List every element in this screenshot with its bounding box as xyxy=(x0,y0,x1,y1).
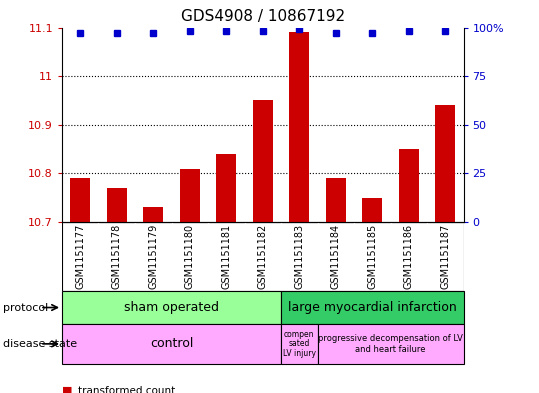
Bar xyxy=(253,101,273,222)
Text: disease state: disease state xyxy=(3,339,77,349)
Bar xyxy=(399,149,419,222)
Text: GSM1151179: GSM1151179 xyxy=(148,224,158,289)
Bar xyxy=(289,32,309,222)
Bar xyxy=(281,324,317,364)
Bar xyxy=(281,291,464,324)
Text: large myocardial infarction: large myocardial infarction xyxy=(288,301,457,314)
Bar xyxy=(436,105,455,222)
Text: GSM1151183: GSM1151183 xyxy=(294,224,305,289)
Text: ■: ■ xyxy=(62,386,72,393)
Text: GSM1151180: GSM1151180 xyxy=(185,224,195,289)
Text: compen
sated
LV injury: compen sated LV injury xyxy=(283,330,316,358)
Bar xyxy=(326,178,346,222)
Text: GSM1151182: GSM1151182 xyxy=(258,224,268,289)
Title: GDS4908 / 10867192: GDS4908 / 10867192 xyxy=(181,9,345,24)
Bar xyxy=(62,324,281,364)
Text: GSM1151184: GSM1151184 xyxy=(331,224,341,289)
Bar xyxy=(317,324,464,364)
Text: GSM1151187: GSM1151187 xyxy=(440,224,450,289)
Bar xyxy=(107,188,127,222)
Text: GSM1151178: GSM1151178 xyxy=(112,224,122,289)
Text: protocol: protocol xyxy=(3,303,48,312)
Text: progressive decompensation of LV
and heart failure: progressive decompensation of LV and hea… xyxy=(318,334,463,354)
Bar xyxy=(179,169,200,222)
Text: GSM1151177: GSM1151177 xyxy=(75,224,85,290)
Text: GSM1151185: GSM1151185 xyxy=(367,224,377,289)
Bar xyxy=(362,198,382,222)
Text: GSM1151186: GSM1151186 xyxy=(404,224,414,289)
Text: sham operated: sham operated xyxy=(124,301,219,314)
Bar xyxy=(70,178,90,222)
Bar xyxy=(143,208,163,222)
Text: control: control xyxy=(150,337,193,351)
Bar xyxy=(62,291,281,324)
Text: GSM1151181: GSM1151181 xyxy=(221,224,231,289)
Bar xyxy=(216,154,236,222)
Text: transformed count: transformed count xyxy=(78,386,175,393)
